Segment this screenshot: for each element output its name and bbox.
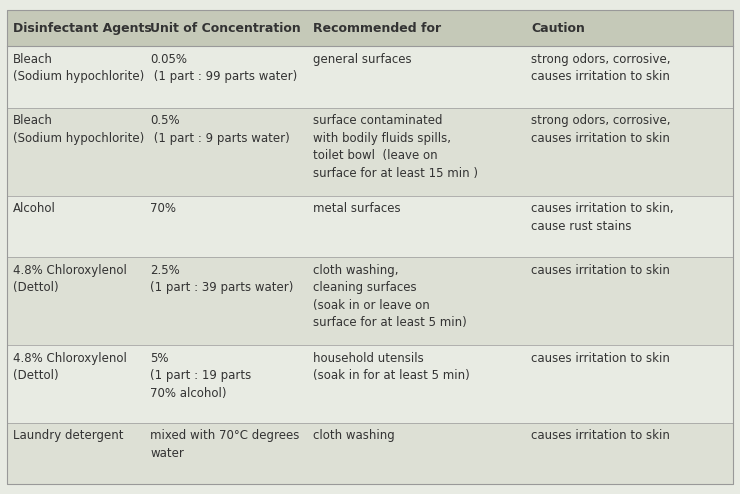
Text: strong odors, corrosive,
causes irritation to skin: strong odors, corrosive, causes irritati… bbox=[531, 114, 671, 145]
FancyBboxPatch shape bbox=[7, 46, 733, 108]
Text: 0.5%
 (1 part : 9 parts water): 0.5% (1 part : 9 parts water) bbox=[150, 114, 290, 145]
Text: causes irritation to skin: causes irritation to skin bbox=[531, 429, 670, 442]
Text: Bleach
(Sodium hypochlorite): Bleach (Sodium hypochlorite) bbox=[13, 53, 144, 83]
FancyBboxPatch shape bbox=[7, 345, 733, 423]
Text: cloth washing,
cleaning surfaces
(soak in or leave on
surface for at least 5 min: cloth washing, cleaning surfaces (soak i… bbox=[313, 264, 467, 329]
Text: causes irritation to skin: causes irritation to skin bbox=[531, 264, 670, 277]
Text: strong odors, corrosive,
causes irritation to skin: strong odors, corrosive, causes irritati… bbox=[531, 53, 671, 83]
Text: 2.5%
(1 part : 39 parts water): 2.5% (1 part : 39 parts water) bbox=[150, 264, 294, 294]
Text: causes irritation to skin,
cause rust stains: causes irritation to skin, cause rust st… bbox=[531, 202, 674, 233]
Text: 4.8% Chloroxylenol
(Dettol): 4.8% Chloroxylenol (Dettol) bbox=[13, 264, 127, 294]
Text: 5%
(1 part : 19 parts
70% alcohol): 5% (1 part : 19 parts 70% alcohol) bbox=[150, 352, 252, 400]
Text: mixed with 70°C degrees
water: mixed with 70°C degrees water bbox=[150, 429, 300, 459]
Text: 0.05%
 (1 part : 99 parts water): 0.05% (1 part : 99 parts water) bbox=[150, 53, 297, 83]
FancyBboxPatch shape bbox=[7, 10, 733, 46]
Text: 70%: 70% bbox=[150, 202, 176, 215]
Text: Caution: Caution bbox=[531, 22, 585, 35]
Text: Unit of Concentration: Unit of Concentration bbox=[150, 22, 301, 35]
FancyBboxPatch shape bbox=[7, 196, 733, 257]
Text: Bleach
(Sodium hypochlorite): Bleach (Sodium hypochlorite) bbox=[13, 114, 144, 145]
Text: Disinfectant Agents: Disinfectant Agents bbox=[13, 22, 152, 35]
Text: metal surfaces: metal surfaces bbox=[313, 202, 400, 215]
FancyBboxPatch shape bbox=[7, 423, 733, 484]
Text: causes irritation to skin: causes irritation to skin bbox=[531, 352, 670, 365]
Text: general surfaces: general surfaces bbox=[313, 53, 411, 66]
FancyBboxPatch shape bbox=[7, 257, 733, 345]
Text: surface contaminated
with bodily fluids spills,
toilet bowl  (leave on
surface f: surface contaminated with bodily fluids … bbox=[313, 114, 478, 179]
Text: Alcohol: Alcohol bbox=[13, 202, 56, 215]
FancyBboxPatch shape bbox=[7, 108, 733, 196]
Text: household utensils
(soak in for at least 5 min): household utensils (soak in for at least… bbox=[313, 352, 470, 382]
Text: cloth washing: cloth washing bbox=[313, 429, 394, 442]
Text: 4.8% Chloroxylenol
(Dettol): 4.8% Chloroxylenol (Dettol) bbox=[13, 352, 127, 382]
Text: Laundry detergent: Laundry detergent bbox=[13, 429, 124, 442]
Text: Recommended for: Recommended for bbox=[313, 22, 441, 35]
